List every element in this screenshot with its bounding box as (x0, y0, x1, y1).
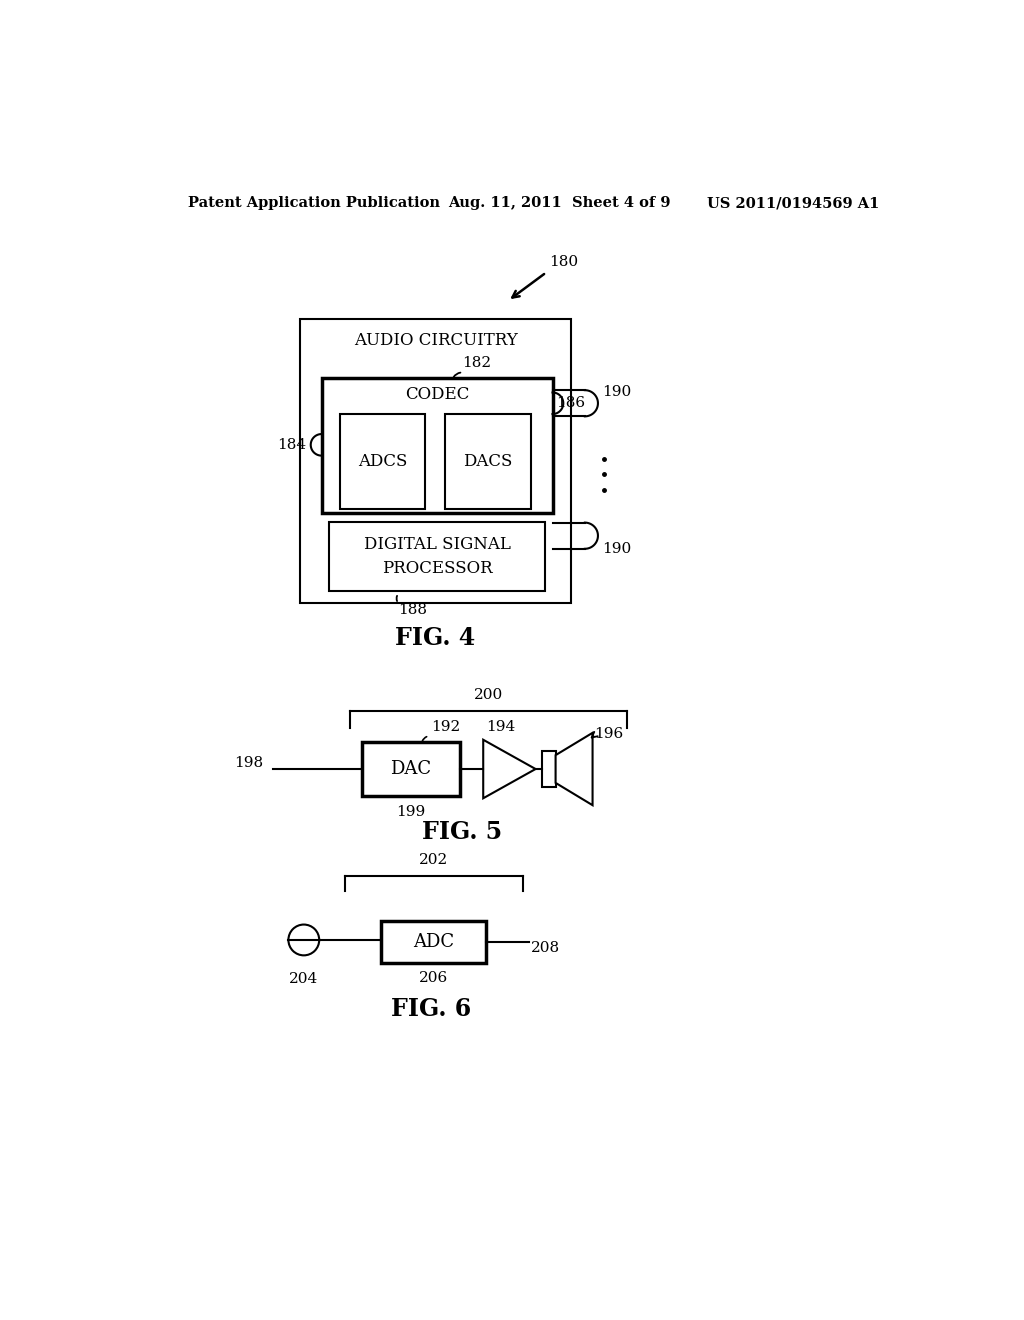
Text: 188: 188 (398, 603, 428, 618)
Text: 200: 200 (474, 688, 503, 702)
Text: 186: 186 (556, 396, 586, 411)
Text: ADCS: ADCS (358, 453, 408, 470)
Text: ADC: ADC (413, 933, 454, 950)
Text: AUDIO CIRCUITRY: AUDIO CIRCUITRY (353, 333, 517, 350)
Text: 194: 194 (486, 721, 515, 734)
Text: Patent Application Publication: Patent Application Publication (188, 197, 440, 210)
Bar (381, 921, 486, 964)
Text: 180: 180 (549, 255, 578, 268)
Text: 199: 199 (396, 805, 425, 820)
Bar (361, 742, 460, 796)
Bar (444, 414, 531, 508)
Text: 184: 184 (278, 438, 306, 451)
Text: FIG. 5: FIG. 5 (422, 820, 502, 845)
Text: FIG. 6: FIG. 6 (391, 997, 471, 1022)
Text: DIGITAL SIGNAL
PROCESSOR: DIGITAL SIGNAL PROCESSOR (364, 536, 510, 577)
Text: 192: 192 (431, 721, 460, 734)
Bar (340, 414, 425, 508)
Text: 190: 190 (602, 541, 631, 556)
Text: 202: 202 (419, 853, 449, 867)
Text: Aug. 11, 2011  Sheet 4 of 9: Aug. 11, 2011 Sheet 4 of 9 (447, 197, 671, 210)
Bar (542, 751, 556, 788)
Bar (300, 318, 571, 603)
Text: 204: 204 (289, 973, 318, 986)
Text: CODEC: CODEC (404, 385, 469, 403)
Text: 190: 190 (602, 384, 631, 399)
Text: DACS: DACS (463, 453, 513, 470)
Text: 198: 198 (233, 756, 263, 770)
Text: 182: 182 (462, 356, 490, 370)
Text: 208: 208 (531, 941, 560, 956)
Text: FIG. 4: FIG. 4 (395, 626, 475, 651)
Text: 196: 196 (594, 727, 624, 742)
Text: 206: 206 (419, 970, 449, 985)
Polygon shape (483, 739, 536, 799)
Bar (322, 378, 553, 512)
Text: DAC: DAC (390, 760, 431, 777)
Bar (330, 521, 545, 591)
Text: US 2011/0194569 A1: US 2011/0194569 A1 (707, 197, 879, 210)
Polygon shape (556, 733, 593, 805)
